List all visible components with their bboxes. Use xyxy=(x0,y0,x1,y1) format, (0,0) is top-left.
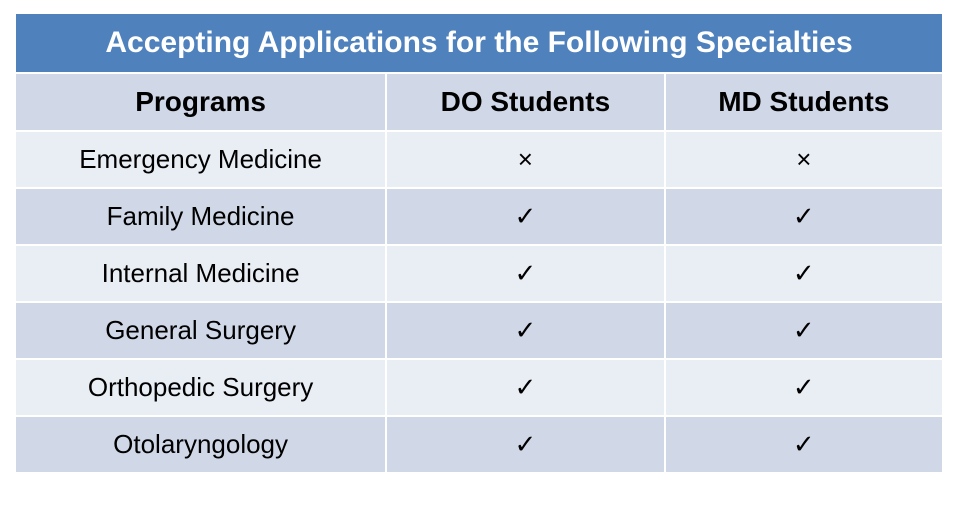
check-icon: ✓ xyxy=(665,302,943,359)
check-icon: ✓ xyxy=(665,416,943,473)
col-header-programs: Programs xyxy=(15,73,386,131)
check-icon: ✓ xyxy=(665,359,943,416)
program-name: Family Medicine xyxy=(15,188,386,245)
program-name: Internal Medicine xyxy=(15,245,386,302)
table-row: Otolaryngology✓✓ xyxy=(15,416,943,473)
table-row: Emergency Medicine×× xyxy=(15,131,943,188)
table-title-row: Accepting Applications for the Following… xyxy=(15,13,943,73)
program-name: Orthopedic Surgery xyxy=(15,359,386,416)
specialties-table: Accepting Applications for the Following… xyxy=(14,12,944,474)
check-icon: ✓ xyxy=(665,245,943,302)
table-row: General Surgery✓✓ xyxy=(15,302,943,359)
program-name: General Surgery xyxy=(15,302,386,359)
table-row: Orthopedic Surgery✓✓ xyxy=(15,359,943,416)
check-icon: ✓ xyxy=(386,245,664,302)
cross-icon: × xyxy=(386,131,664,188)
check-icon: ✓ xyxy=(665,188,943,245)
table-row: Internal Medicine✓✓ xyxy=(15,245,943,302)
table-title: Accepting Applications for the Following… xyxy=(15,13,943,73)
col-header-do: DO Students xyxy=(386,73,664,131)
program-name: Otolaryngology xyxy=(15,416,386,473)
cross-icon: × xyxy=(665,131,943,188)
col-header-md: MD Students xyxy=(665,73,943,131)
check-icon: ✓ xyxy=(386,302,664,359)
table-row: Family Medicine✓✓ xyxy=(15,188,943,245)
check-icon: ✓ xyxy=(386,359,664,416)
check-icon: ✓ xyxy=(386,188,664,245)
table-header-row: Programs DO Students MD Students xyxy=(15,73,943,131)
check-icon: ✓ xyxy=(386,416,664,473)
program-name: Emergency Medicine xyxy=(15,131,386,188)
